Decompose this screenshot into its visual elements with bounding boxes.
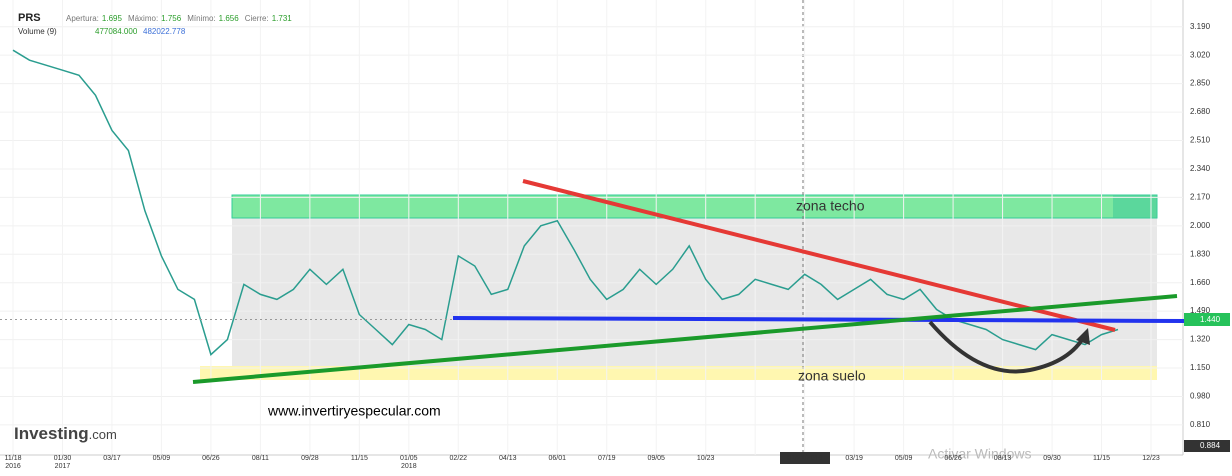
ohlc-label: Apertura: — [66, 14, 99, 23]
ceiling-label: zona techo — [796, 198, 865, 214]
y-tick-label: 2.680 — [1190, 107, 1211, 116]
ceiling-zone-end — [1113, 195, 1157, 218]
x-tick-label: 01/30 2017 — [53, 455, 72, 470]
x-tick-label: 11/15 — [1093, 455, 1111, 462]
ohlc-value: 1.656 — [218, 14, 239, 23]
volume-average: 482022.778 — [143, 27, 186, 36]
trend-line — [192, 294, 1178, 384]
y-tick-label: 1.490 — [1190, 306, 1211, 315]
arrow-curve — [928, 320, 1087, 374]
floor-zone — [200, 366, 1157, 380]
x-tick-label: 09/05 — [647, 455, 665, 462]
x-tick-label: 08/13 — [993, 455, 1012, 462]
ohlc: Apertura: 1.695 Máximo: 1.756 Mínimo: 1.656 Ci… — [60, 14, 292, 23]
x-tick-label: 12/23 — [1142, 455, 1160, 462]
ohlc-value: 1.756 — [161, 14, 182, 23]
x-tick-label: 05/09 — [152, 455, 171, 462]
website: www.invertiryespecular.com — [267, 403, 441, 419]
volume-label: Volume (9) — [18, 27, 57, 36]
resistance-line — [522, 179, 1116, 332]
support-line — [452, 316, 1186, 323]
y-tick-label: 2.170 — [1190, 192, 1211, 201]
ohlc-label: Cierre: — [244, 14, 269, 23]
x-tick-label: 05/09 — [894, 455, 913, 462]
ceiling-zone — [231, 194, 1158, 219]
floor-label: zona suelo — [798, 368, 866, 384]
x-tick-label: 03/17 — [103, 455, 121, 462]
y-tick-label: 0.980 — [1190, 392, 1211, 401]
x-tick-label: 10/23 — [696, 455, 715, 462]
volume-tag-label: 0.884 — [1200, 441, 1221, 450]
last-price-tag — [1184, 313, 1230, 326]
ohlc-label: Máximo: — [127, 14, 159, 23]
x-tick-label: 06/01 — [548, 455, 567, 462]
ohlc-value: 1.695 — [101, 14, 122, 23]
last-price-label: 1.440 — [1200, 315, 1221, 324]
x-tick-label: 06/26 — [202, 455, 220, 462]
logo-name: Investing — [14, 424, 89, 443]
x-tick-label: 11/18 2016 — [4, 455, 22, 470]
x-tick-label: 08/11 — [251, 455, 269, 462]
x-tick-label: 09/30 — [1043, 455, 1061, 462]
y-tick-label: 2.340 — [1190, 164, 1211, 173]
x-tick-label: 03/19 — [845, 455, 863, 462]
y-tick-label: 1.320 — [1190, 335, 1211, 344]
crosshair-date-box — [780, 452, 830, 464]
symbol: PRS — [18, 12, 41, 24]
x-tick-label: 02/22 — [449, 455, 468, 462]
x-tick-label: 01/21/2019 — [787, 455, 823, 462]
y-tick-label: 0.810 — [1190, 420, 1211, 429]
y-tick-label: 2.850 — [1190, 79, 1211, 88]
crosshair-date: 12/10 — [746, 456, 764, 463]
logo-suffix: .com — [88, 427, 117, 442]
y-tick-label: 3.190 — [1190, 22, 1211, 31]
x-tick-label: 09/28 — [301, 455, 319, 462]
y-tick-label: 1.660 — [1190, 278, 1211, 287]
price-line — [12, 49, 1119, 356]
x-tick-label: 07/19 — [597, 455, 616, 462]
x-tick-label: 04/13 — [499, 455, 517, 462]
x-tick-label: 11/15 — [350, 455, 368, 462]
watermark: Activar Windows — [928, 446, 1031, 462]
volume-value: 477084.000 — [95, 27, 138, 36]
y-tick-label: 2.000 — [1190, 221, 1211, 230]
arrow-head — [1076, 328, 1090, 345]
ohlc-value: 1.731 — [271, 14, 292, 23]
y-tick-label: 2.510 — [1190, 136, 1211, 145]
y-tick-label: 1.830 — [1190, 249, 1211, 258]
x-tick-label: 01/05 2018 — [400, 455, 418, 470]
y-tick-label: 3.020 — [1190, 50, 1211, 59]
x-tick-label: 06/26 — [944, 455, 962, 462]
ohlc-label: Mínimo: — [187, 14, 216, 23]
volume-tag — [1184, 440, 1230, 452]
logo: Investing.com — [14, 424, 117, 444]
y-tick-label: 1.150 — [1190, 363, 1211, 372]
